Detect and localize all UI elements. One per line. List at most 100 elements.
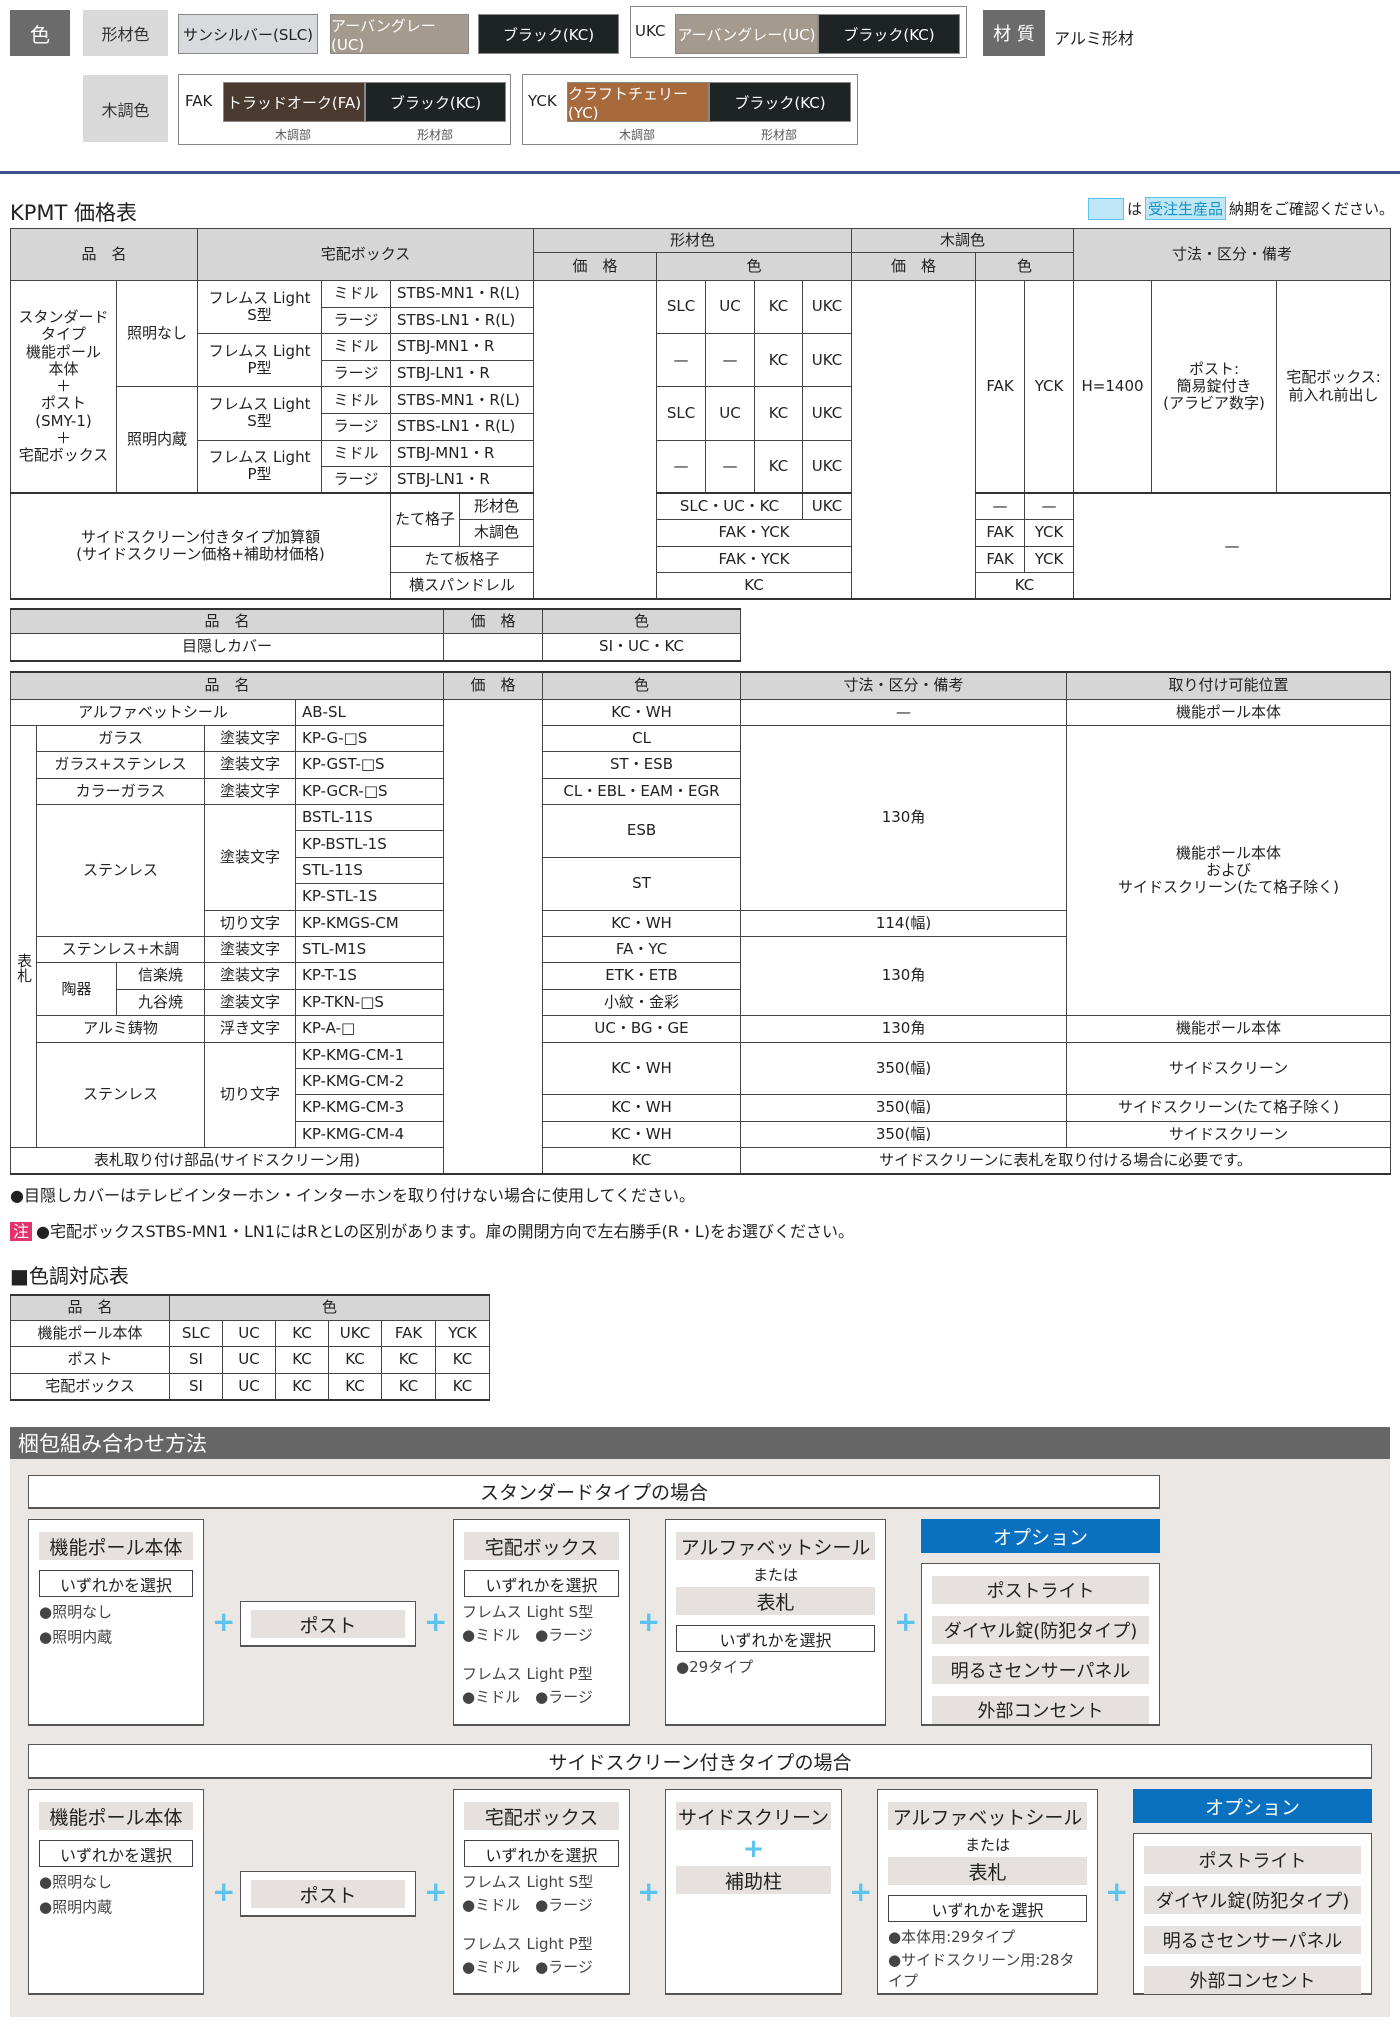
swatch-fak-kc: ブラック(KC) bbox=[365, 82, 506, 122]
option-item: ダイヤル錠(防犯タイプ) bbox=[932, 1616, 1149, 1644]
box-spec: 宅配ボックス: 前入れ前出し bbox=[1276, 280, 1392, 494]
model-code: KP-T-1S bbox=[294, 962, 445, 990]
table-row: 木調色 FAK・YCK FAK YCK bbox=[11, 519, 1391, 547]
nameplate-table: 品 名 価 格 色 寸法・区分・備考 取り付け可能位置 アルファベットシール A… bbox=[9, 671, 1392, 1176]
color-cell: KC・WH bbox=[542, 1041, 742, 1096]
box-size: ラージ bbox=[321, 359, 392, 388]
color-cell: KC bbox=[434, 1372, 491, 1401]
model-code: KP-GST-□S bbox=[294, 751, 445, 779]
product-name: ステンレス bbox=[36, 804, 205, 938]
option-item: 外部コンセント bbox=[932, 1696, 1149, 1724]
kpmt-price-table: 品 名 宅配ボックス 形材色 木調色 寸法・区分・備考 価 格 色 価 格 色 … bbox=[9, 228, 1392, 600]
color-cell: — bbox=[975, 492, 1026, 521]
color-cell: KC・WH bbox=[542, 698, 742, 726]
dimension-cell: — bbox=[740, 698, 1068, 726]
color-cell: SI bbox=[169, 1372, 223, 1401]
wood-price bbox=[851, 280, 977, 600]
alphabet-select[interactable]: いずれかを選択 bbox=[676, 1625, 875, 1652]
box-type: フレムス Light S型 bbox=[197, 279, 323, 335]
delivery-box-select[interactable]: いずれかを選択 bbox=[464, 1840, 619, 1867]
swatch-ukc-kc: ブラック(KC) bbox=[818, 14, 960, 54]
table-row: サイドスクリーン付きタイプ加算額 (サイドスクリーン価格+補助材価格) たて格子… bbox=[9, 492, 1392, 600]
model-code: AB-SL bbox=[294, 698, 445, 726]
note-text: ●宅配ボックスSTBS-MN1・LN1にはRとLの区別があります。扉の開閉方向で… bbox=[36, 1222, 855, 1241]
plus-icon: + bbox=[894, 1605, 918, 1638]
header-product-name: 品 名 bbox=[10, 608, 444, 634]
plus-icon: + bbox=[637, 1875, 661, 1908]
color-cell: — bbox=[656, 439, 707, 494]
color-cell: ST bbox=[542, 856, 742, 911]
box-size: ラージ bbox=[321, 466, 392, 494]
side-screen-surcharge: サイドスクリーン付きタイプ加算額 (サイドスクリーン価格+補助材価格) bbox=[9, 492, 392, 600]
color-cell: UKC bbox=[802, 279, 853, 335]
color-cell: ST・ESB bbox=[542, 751, 742, 779]
model-code: STBJ-LN1・R bbox=[390, 466, 535, 494]
post-title: ポスト bbox=[251, 1610, 405, 1638]
legend-tag: 受注生産品 bbox=[1145, 197, 1227, 220]
table-row: アルミ鋳物 浮き文字 KP-A-□ UC・BG・GE 130角 機能ポール本体 bbox=[11, 1015, 1392, 1043]
table-row: 九谷焼 塗装文字 KP-TKN-□S 小紋・金彩 bbox=[11, 988, 1391, 1017]
color-cell: KC bbox=[754, 439, 804, 494]
mount-cell: 機能ポール本体 bbox=[1066, 698, 1392, 726]
color-cell: UKC bbox=[328, 1319, 382, 1348]
s-type-sizes: ●ミドル ●ラージ bbox=[462, 1626, 593, 1644]
alphabet-select[interactable]: いずれかを選択 bbox=[888, 1895, 1087, 1922]
mount-cell: サイドスクリーン bbox=[1066, 1041, 1392, 1096]
box-size: ミドル bbox=[321, 439, 392, 468]
table-row: 切り文字 KP-KMGS-CM KC・WH 114(幅) bbox=[11, 909, 1391, 938]
color-cell: — bbox=[1024, 492, 1075, 521]
support-post-title: 補助柱 bbox=[676, 1866, 831, 1894]
mount-cell: サイドスクリーン bbox=[1066, 1120, 1392, 1149]
nameplate-title: 表札 bbox=[676, 1587, 875, 1615]
table-row: カラーガラス 塗装文字 KP-GCR-□S CL・EBL・EAM・EGR bbox=[11, 777, 1391, 806]
post-box: ポスト bbox=[240, 1601, 416, 1647]
pole-select[interactable]: いずれかを選択 bbox=[39, 1840, 193, 1867]
color-cell: SLC・UC・KC bbox=[656, 492, 804, 521]
swatch-slc: サンシルバー(SLC) bbox=[178, 14, 318, 54]
color-cell: KC bbox=[275, 1346, 329, 1374]
dimension-cell: 350(幅) bbox=[740, 1120, 1068, 1149]
swatch-ukc-uc: アーバングレー(UC) bbox=[675, 14, 818, 54]
product-name: ステンレス bbox=[36, 1041, 205, 1149]
product-name: アルミ鋳物 bbox=[36, 1015, 205, 1043]
dimension-cell: 130角 bbox=[740, 724, 1068, 911]
ukc-code: UKC bbox=[635, 22, 666, 40]
pole-select[interactable]: いずれかを選択 bbox=[39, 1570, 193, 1597]
header-dimensions: 寸法・区分・備考 bbox=[740, 671, 1068, 700]
box-type: フレムス Light S型 bbox=[197, 386, 323, 441]
alphabet-note: ●サイドスクリーン用:28タイプ bbox=[888, 1951, 1075, 1990]
lettering: 浮き文字 bbox=[204, 1015, 296, 1043]
post-box: ポスト bbox=[240, 1871, 416, 1917]
product-name: ガラス+ステンレス bbox=[36, 751, 205, 779]
color-correspondence-table: 品 名色 機能ポール本体 SLC UC KC UKC FAK YCK ポスト SI UC KC KC… bbox=[10, 1294, 491, 1401]
box-size: ラージ bbox=[321, 306, 392, 335]
or-label: または bbox=[964, 1836, 1010, 1854]
wood-part-caption: 木調部 bbox=[619, 128, 656, 142]
side-dimensions: — bbox=[1073, 492, 1392, 600]
table-row: ステンレス 塗装文字 BSTL-11S ESB bbox=[11, 804, 1391, 938]
product-name: 陶器 bbox=[36, 962, 117, 1017]
box-size: ミドル bbox=[321, 280, 392, 308]
option-item: 明るさセンサーパネル bbox=[932, 1656, 1149, 1684]
color-cell: KC bbox=[328, 1372, 382, 1401]
table-row: KP-STL-1S bbox=[11, 883, 1391, 911]
color-cell: CL bbox=[542, 724, 742, 753]
legend-is: は bbox=[1127, 200, 1143, 218]
delivery-box-select[interactable]: いずれかを選択 bbox=[464, 1570, 619, 1597]
lattice-color: 形材色 bbox=[459, 492, 535, 521]
color-cell: UKC bbox=[802, 386, 853, 441]
model-code: KP-KMG-CM-1 bbox=[294, 1041, 445, 1069]
product-name: ポスト bbox=[10, 1346, 170, 1374]
frame-part-caption: 形材部 bbox=[417, 128, 454, 142]
swatch-kc: ブラック(KC) bbox=[478, 14, 619, 54]
box-type: フレムス Light P型 bbox=[197, 439, 323, 494]
lettering: 塗装文字 bbox=[204, 936, 296, 964]
option-item: ダイヤル錠(防犯タイプ) bbox=[1144, 1886, 1361, 1914]
cover-table: 品 名価 格色 目隠しカバー SI・UC・KC bbox=[10, 608, 741, 662]
color-cell: — bbox=[705, 333, 756, 388]
header-color: 色 bbox=[542, 608, 741, 634]
model-code: KP-G-□S bbox=[294, 724, 445, 753]
side-screen-type-title: サイドスクリーン付きタイプの場合 bbox=[28, 1744, 1372, 1779]
product-subname: 九谷焼 bbox=[116, 988, 205, 1017]
delivery-box-box: 宅配ボックス いずれかを選択 フレムス Light S型 ●ミドル ●ラージ フ… bbox=[453, 1519, 630, 1726]
